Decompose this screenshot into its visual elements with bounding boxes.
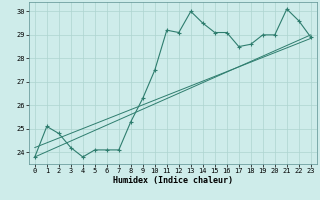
X-axis label: Humidex (Indice chaleur): Humidex (Indice chaleur) — [113, 176, 233, 185]
